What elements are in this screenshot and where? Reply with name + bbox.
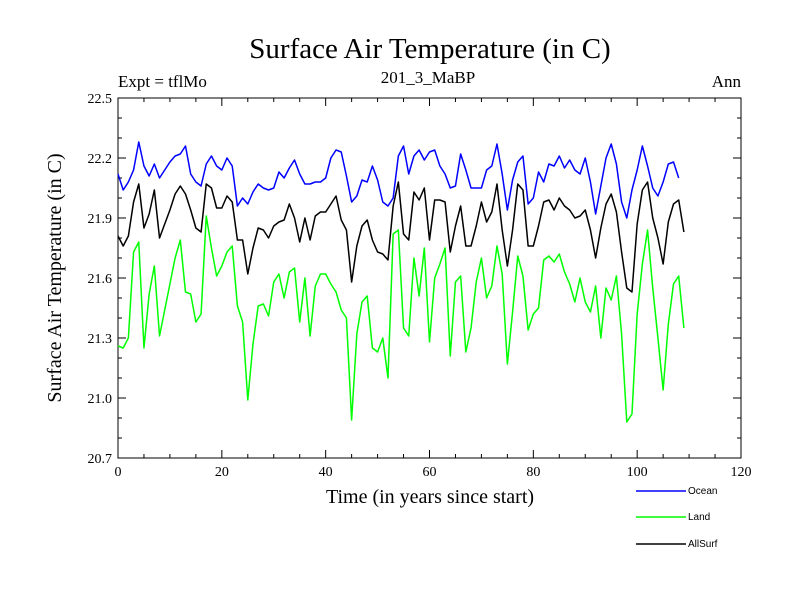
y-tick-label: 22.2 bbox=[88, 152, 113, 167]
y-tick-label: 21.0 bbox=[88, 392, 113, 407]
x-tick-label: 0 bbox=[115, 465, 122, 480]
chart-title: Surface Air Temperature (in C) bbox=[249, 33, 610, 65]
series-line-land bbox=[117, 215, 685, 423]
series-line-allsurf bbox=[117, 181, 685, 293]
y-tick-labels: 20.7 21.0 21.3 21.6 21.9 22.2 22.5 bbox=[88, 92, 113, 467]
run-label: 201_3_MaBP bbox=[381, 68, 475, 87]
y-tick-label: 21.3 bbox=[88, 332, 113, 347]
y-tick-label: 22.5 bbox=[88, 92, 113, 107]
x-axis-label: Time (in years since start) bbox=[326, 486, 534, 508]
legend-label-land: Land bbox=[688, 512, 710, 523]
series-lines bbox=[117, 141, 685, 423]
legend-label-allsurf: AllSurf bbox=[688, 539, 718, 550]
x-tick-label: 100 bbox=[627, 465, 648, 480]
x-tick-label: 120 bbox=[731, 465, 752, 480]
legend-label-ocean: Ocean bbox=[688, 486, 717, 497]
y-tick-label: 21.9 bbox=[88, 212, 113, 227]
x-tick-label: 40 bbox=[319, 465, 333, 480]
y-tick-label: 21.6 bbox=[88, 272, 113, 287]
period-label: Ann bbox=[712, 72, 742, 91]
series-line-ocean bbox=[117, 141, 680, 219]
legend: Ocean Land AllSurf bbox=[636, 486, 718, 550]
x-tick-label: 20 bbox=[215, 465, 229, 480]
experiment-label: Expt = tflMo bbox=[118, 72, 207, 91]
x-tick-labels: 0 20 40 60 80 100 120 bbox=[115, 465, 752, 480]
x-tick-label: 80 bbox=[526, 465, 540, 480]
axis-ticks bbox=[117, 97, 742, 459]
y-tick-label: 20.7 bbox=[88, 452, 113, 467]
x-tick-label: 60 bbox=[423, 465, 437, 480]
y-axis-label: Surface Air Temperature (in C) bbox=[44, 153, 66, 402]
